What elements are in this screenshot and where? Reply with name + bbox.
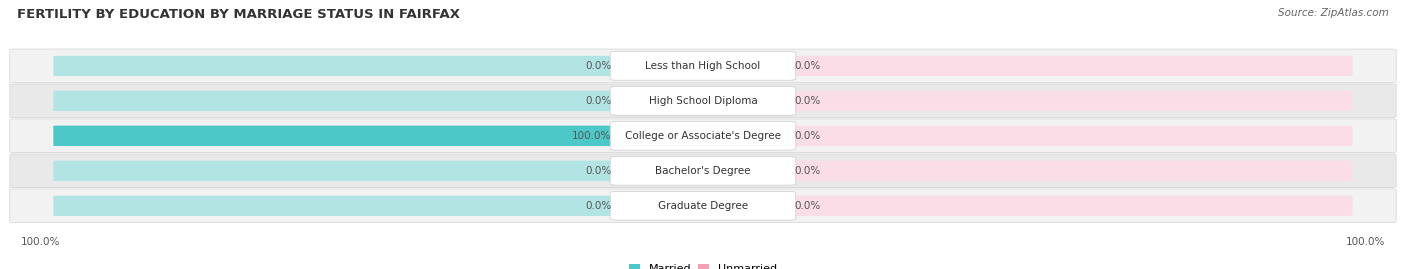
- FancyBboxPatch shape: [53, 56, 621, 76]
- FancyBboxPatch shape: [785, 56, 1353, 76]
- FancyBboxPatch shape: [53, 161, 621, 181]
- FancyBboxPatch shape: [785, 161, 1353, 181]
- Text: 0.0%: 0.0%: [794, 201, 821, 211]
- Text: 0.0%: 0.0%: [794, 131, 821, 141]
- Text: 0.0%: 0.0%: [585, 201, 612, 211]
- FancyBboxPatch shape: [610, 192, 796, 220]
- FancyBboxPatch shape: [610, 122, 796, 150]
- FancyBboxPatch shape: [785, 91, 1353, 111]
- FancyBboxPatch shape: [53, 91, 621, 111]
- Text: College or Associate's Degree: College or Associate's Degree: [626, 131, 780, 141]
- Text: 100.0%: 100.0%: [1346, 237, 1385, 247]
- Text: 100.0%: 100.0%: [21, 237, 60, 247]
- FancyBboxPatch shape: [610, 157, 796, 185]
- FancyBboxPatch shape: [10, 189, 1396, 223]
- Text: 100.0%: 100.0%: [572, 131, 612, 141]
- Text: High School Diploma: High School Diploma: [648, 96, 758, 106]
- FancyBboxPatch shape: [10, 154, 1396, 188]
- FancyBboxPatch shape: [53, 126, 621, 146]
- Text: Graduate Degree: Graduate Degree: [658, 201, 748, 211]
- Text: 0.0%: 0.0%: [585, 96, 612, 106]
- FancyBboxPatch shape: [610, 87, 796, 115]
- Text: 0.0%: 0.0%: [585, 166, 612, 176]
- Text: 0.0%: 0.0%: [794, 166, 821, 176]
- FancyBboxPatch shape: [53, 126, 621, 146]
- FancyBboxPatch shape: [610, 52, 796, 80]
- FancyBboxPatch shape: [10, 49, 1396, 83]
- FancyBboxPatch shape: [10, 119, 1396, 153]
- FancyBboxPatch shape: [785, 126, 1353, 146]
- Text: Bachelor's Degree: Bachelor's Degree: [655, 166, 751, 176]
- Text: 0.0%: 0.0%: [794, 61, 821, 71]
- Text: Source: ZipAtlas.com: Source: ZipAtlas.com: [1278, 8, 1389, 18]
- Text: 0.0%: 0.0%: [585, 61, 612, 71]
- FancyBboxPatch shape: [53, 196, 621, 216]
- FancyBboxPatch shape: [785, 196, 1353, 216]
- Text: FERTILITY BY EDUCATION BY MARRIAGE STATUS IN FAIRFAX: FERTILITY BY EDUCATION BY MARRIAGE STATU…: [17, 8, 460, 21]
- Text: 0.0%: 0.0%: [794, 96, 821, 106]
- Legend: Married, Unmarried: Married, Unmarried: [628, 264, 778, 269]
- FancyBboxPatch shape: [10, 84, 1396, 118]
- Text: Less than High School: Less than High School: [645, 61, 761, 71]
